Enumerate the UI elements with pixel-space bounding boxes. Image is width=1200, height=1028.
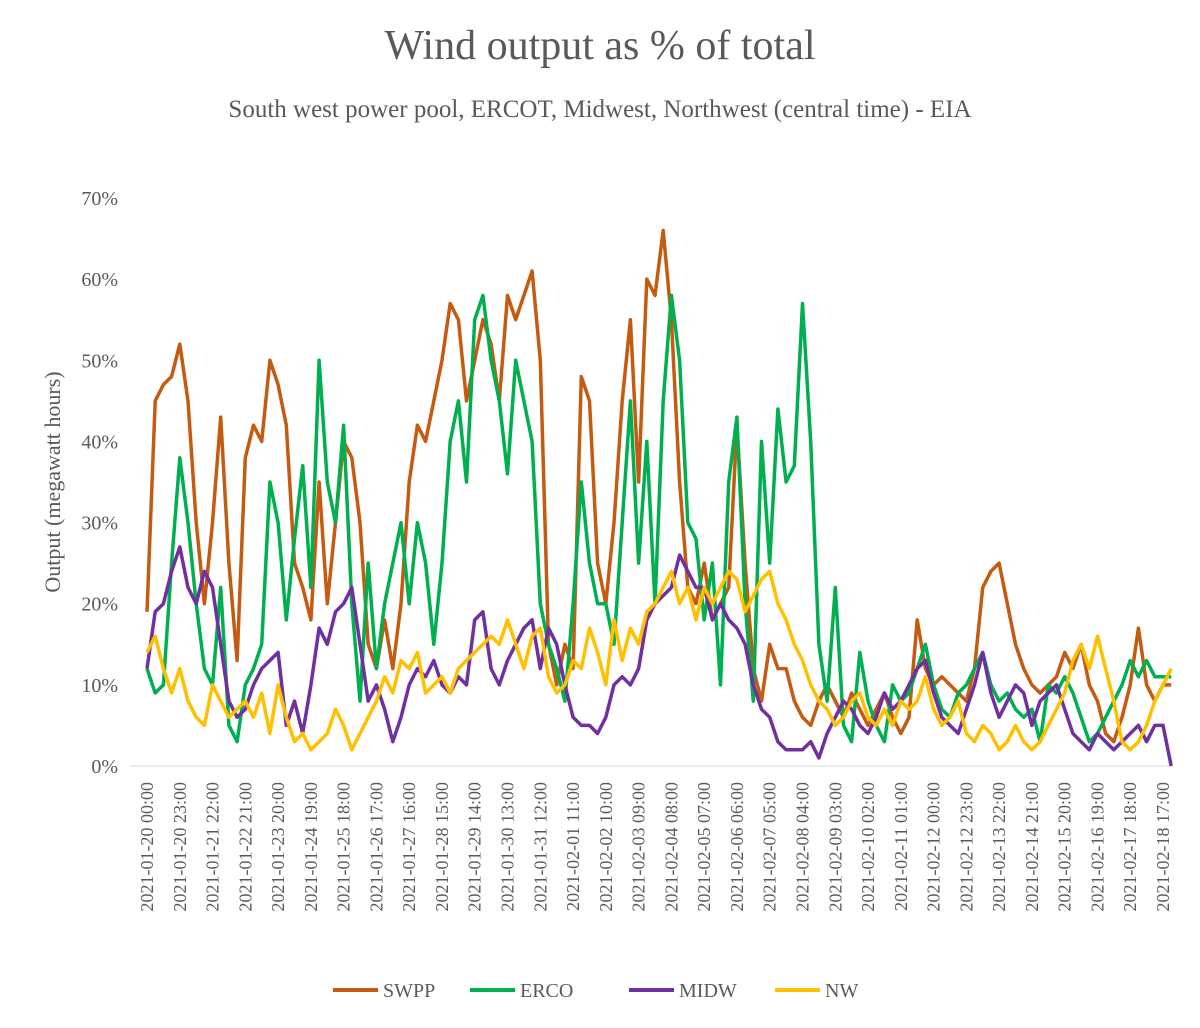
x-tick-label: 2021-01-29 14:00 <box>465 782 485 912</box>
series-line <box>145 569 1173 752</box>
x-tick-label: 2021-02-16 19:00 <box>1087 782 1107 912</box>
x-tick-label: 2021-01-25 18:00 <box>334 782 354 912</box>
x-tick-label: 2021-01-24 19:00 <box>301 782 321 912</box>
y-tick-label: 0% <box>91 756 118 778</box>
legend-label: SWPP <box>383 980 435 1002</box>
x-tick-label: 2021-02-10 02:00 <box>858 782 878 912</box>
y-tick-label: 40% <box>81 431 118 453</box>
x-tick-label: 2021-02-18 17:00 <box>1153 782 1173 912</box>
x-tick-label: 2021-02-06 06:00 <box>727 782 747 912</box>
x-tick-label: 2021-02-01 11:00 <box>563 782 583 911</box>
legend-label: ERCO <box>520 980 573 1002</box>
y-tick-label: 70% <box>81 188 118 210</box>
series-line <box>145 228 1172 744</box>
x-tick-label: 2021-02-02 10:00 <box>596 782 616 912</box>
legend-label: MIDW <box>679 980 737 1002</box>
series-line <box>145 545 1173 767</box>
x-tick-label: 2021-02-03 09:00 <box>629 782 649 912</box>
y-axis-label: Output (megawatt hours) <box>40 371 65 592</box>
x-tick-label: 2021-02-04 08:00 <box>661 782 681 912</box>
x-tick-label: 2021-02-17 18:00 <box>1120 782 1140 912</box>
x-tick-label: 2021-02-15 20:00 <box>1055 782 1075 912</box>
x-tick-label: 2021-02-12 23:00 <box>956 782 976 912</box>
y-tick-label: 10% <box>81 675 118 697</box>
x-tick-label: 2021-02-14 21:00 <box>1022 782 1042 912</box>
x-tick-label: 2021-01-22 21:00 <box>235 782 255 912</box>
x-tick-label: 2021-02-09 03:00 <box>825 782 845 912</box>
series-line <box>145 293 1172 744</box>
x-tick-label: 2021-01-30 13:00 <box>498 782 518 912</box>
x-tick-label: 2021-01-20 00:00 <box>137 782 157 912</box>
y-tick-label: 60% <box>81 269 118 291</box>
x-tick-label: 2021-01-31 12:00 <box>530 782 550 912</box>
x-tick-label: 2021-01-27 16:00 <box>399 782 419 912</box>
x-tick-label: 2021-02-08 04:00 <box>792 782 812 912</box>
chart-title: Wind output as % of total <box>384 23 816 69</box>
x-tick-label: 2021-02-11 01:00 <box>891 782 911 911</box>
x-tick-label: 2021-01-23 20:00 <box>268 782 288 912</box>
legend-label: NW <box>825 980 858 1002</box>
x-tick-label: 2021-02-13 22:00 <box>989 782 1009 912</box>
y-tick-label: 30% <box>81 513 118 535</box>
x-tick-label: 2021-02-07 05:00 <box>760 782 780 912</box>
y-tick-label: 50% <box>81 350 118 372</box>
x-tick-label: 2021-01-26 17:00 <box>366 782 386 912</box>
x-tick-label: 2021-01-28 15:00 <box>432 782 452 912</box>
y-tick-label: 20% <box>81 594 118 616</box>
x-tick-label: 2021-02-12 00:00 <box>924 782 944 912</box>
x-tick-label: 2021-02-05 07:00 <box>694 782 714 912</box>
chart-subtitle: South west power pool, ERCOT, Midwest, N… <box>228 96 972 123</box>
x-tick-label: 2021-01-21 22:00 <box>203 782 223 912</box>
x-tick-label: 2021-01-20 23:00 <box>170 782 190 912</box>
